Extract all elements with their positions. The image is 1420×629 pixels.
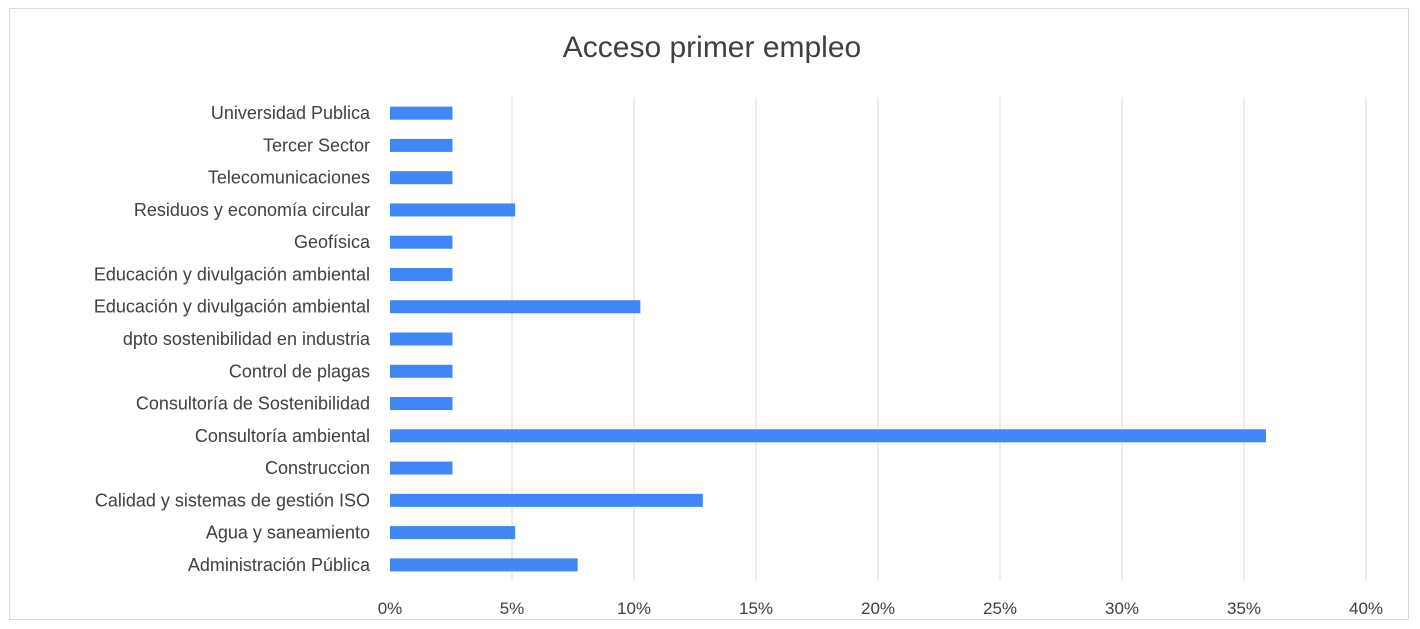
x-tick-label: 10% bbox=[617, 599, 651, 618]
bar bbox=[390, 332, 453, 346]
bar bbox=[390, 171, 453, 185]
x-axis-ticks: 0% 5% 10% 15% 20% 25% 30% 35% 40% bbox=[378, 599, 1383, 618]
category-label: Administración Pública bbox=[188, 555, 371, 575]
bar bbox=[390, 461, 453, 475]
category-label: Educación y divulgación ambiental bbox=[94, 264, 370, 284]
gridlines bbox=[511, 97, 1367, 581]
x-tick-label: 40% bbox=[1349, 599, 1383, 618]
bar bbox=[390, 493, 703, 507]
x-tick-label: 20% bbox=[861, 599, 895, 618]
category-label: Construccion bbox=[265, 458, 370, 478]
bar bbox=[390, 558, 578, 572]
bar bbox=[390, 429, 1266, 443]
category-label: Consultoría ambiental bbox=[195, 426, 370, 446]
x-tick-label: 25% bbox=[983, 599, 1017, 618]
category-label: Calidad y sistemas de gestión ISO bbox=[95, 490, 370, 510]
category-label: Educación y divulgación ambiental bbox=[94, 297, 370, 317]
bar bbox=[390, 235, 453, 249]
x-tick-label: 30% bbox=[1105, 599, 1139, 618]
bar bbox=[390, 300, 641, 314]
x-tick-label: 35% bbox=[1227, 599, 1261, 618]
chart-frame: Acceso primer empleo Universidad Publica… bbox=[9, 8, 1409, 620]
x-tick-label: 5% bbox=[500, 599, 525, 618]
bar bbox=[390, 106, 453, 120]
x-tick-label: 15% bbox=[739, 599, 773, 618]
category-label: Control de plagas bbox=[229, 361, 370, 381]
category-label: Geofísica bbox=[294, 232, 371, 252]
bars bbox=[390, 106, 1266, 572]
bar bbox=[390, 203, 516, 217]
category-label: Agua y saneamiento bbox=[206, 523, 370, 543]
category-label: Telecomunicaciones bbox=[208, 168, 370, 188]
category-label: Residuos y economía circular bbox=[134, 200, 370, 220]
category-labels: Universidad Publica Tercer Sector Telecomu… bbox=[94, 103, 371, 575]
category-label: Universidad Publica bbox=[211, 103, 371, 123]
bar bbox=[390, 526, 516, 540]
bar bbox=[390, 364, 453, 378]
chart-title: Acceso primer empleo bbox=[563, 31, 861, 64]
x-tick-label: 0% bbox=[378, 599, 403, 618]
category-label: dpto sostenibilidad en industria bbox=[123, 329, 371, 349]
category-label: Tercer Sector bbox=[263, 135, 370, 155]
category-label: Consultoría de Sostenibilidad bbox=[136, 394, 370, 414]
bar bbox=[390, 267, 453, 281]
bar bbox=[390, 397, 453, 411]
bar-chart: Acceso primer empleo Universidad Publica… bbox=[94, 31, 1383, 618]
bar bbox=[390, 138, 453, 152]
